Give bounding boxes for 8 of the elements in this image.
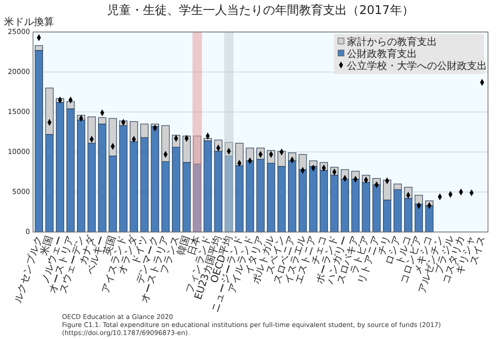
legend-label: 公立学校・大学への公財政支出 — [347, 60, 487, 72]
chart-title: 児童・生徒、学生一人当たりの年間教育支出（2017年） — [107, 3, 414, 17]
bar — [150, 126, 160, 232]
y-axis-title: 米ドル換算 — [4, 16, 54, 28]
legend-label: 家計からの教育支出 — [347, 36, 437, 48]
legend-label: 公財政教育支出 — [347, 48, 417, 60]
bar — [204, 140, 212, 232]
bar — [56, 102, 64, 232]
